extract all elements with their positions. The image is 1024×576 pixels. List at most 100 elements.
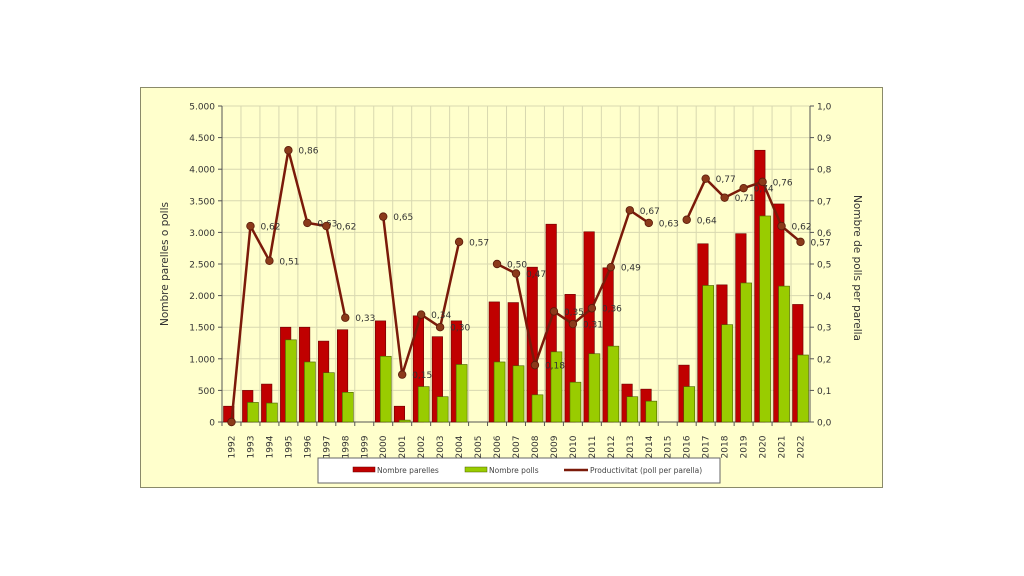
productivity-point xyxy=(246,221,255,231)
x-tick-label: 2004 xyxy=(455,435,465,458)
x-tick-label: 1992 xyxy=(227,436,237,459)
y2-tick-label: 0,7 xyxy=(817,197,831,207)
productivity-point xyxy=(644,218,653,228)
bar-polls xyxy=(531,394,544,423)
productivity-point xyxy=(284,146,293,155)
productivity-data-label: 0,65 xyxy=(393,213,413,223)
y2-tick-label: 0,9 xyxy=(817,134,832,144)
productivity-data-label: 0,35 xyxy=(564,308,584,318)
x-tick-label: 1994 xyxy=(265,435,275,458)
x-tick-label: 2017 xyxy=(702,436,712,459)
productivity-data-label: 0,18 xyxy=(545,362,565,372)
bar-polls xyxy=(512,365,525,423)
x-tick-label: 2016 xyxy=(683,435,693,458)
legend xyxy=(317,457,721,484)
productivity-point xyxy=(568,319,578,329)
x-tick-label: 2013 xyxy=(626,436,636,459)
productivity-data-label: 0,63 xyxy=(659,219,679,229)
productivity-point xyxy=(625,206,635,215)
x-tick-label: 2019 xyxy=(740,435,750,458)
productivity-data-label: 0,77 xyxy=(716,175,736,185)
x-tick-label: 2005 xyxy=(474,436,484,459)
x-tick-label: 2001 xyxy=(398,436,408,459)
y-tick-label: 4.000 xyxy=(189,166,215,176)
productivity-data-label: 0,62 xyxy=(260,223,280,233)
productivity-point xyxy=(416,310,426,319)
productivity-data-label: 0,71 xyxy=(735,194,755,204)
productivity-point xyxy=(265,256,274,266)
productivity-data-label: 0,50 xyxy=(507,261,527,271)
bar-polls xyxy=(797,354,809,423)
productivity-data-label: 0,33 xyxy=(355,314,375,324)
productivity-point xyxy=(341,313,350,322)
productivity-data-label: 0,64 xyxy=(697,216,717,226)
y-tick-label: 2.500 xyxy=(189,261,215,271)
x-tick-label: 2022 xyxy=(797,436,807,459)
x-tick-label: 2015 xyxy=(664,436,674,459)
x-tick-label: 2003 xyxy=(436,436,446,459)
productivity-point xyxy=(796,237,805,247)
bar-polls xyxy=(323,372,335,423)
productivity-point xyxy=(549,307,559,316)
y-tick-label: 4.500 xyxy=(189,134,215,144)
y-tick-label: 5.000 xyxy=(189,103,215,113)
bar-polls xyxy=(550,351,563,423)
x-tick-label: 2020 xyxy=(759,435,769,458)
productivity-point xyxy=(397,370,407,379)
x-tick-label: 2011 xyxy=(588,436,598,459)
y-tick-label: 3.500 xyxy=(189,197,215,207)
bar-polls xyxy=(379,355,392,423)
productivity-data-label: 0,67 xyxy=(640,207,660,217)
productivity-data-label: 0,15 xyxy=(412,371,432,381)
y2-tick-label: 1,0 xyxy=(817,103,832,113)
productivity-data-label: 0,47 xyxy=(526,270,546,280)
bar-polls xyxy=(645,400,658,423)
bar-polls xyxy=(455,364,468,423)
x-tick-label: 2000 xyxy=(379,435,389,458)
productivity-data-label: 0,62 xyxy=(336,223,356,233)
productivity-data-label: 0,49 xyxy=(621,264,641,274)
y2-tick-label: 0,6 xyxy=(817,229,832,239)
productivity-point xyxy=(492,259,502,269)
x-tick-label: 2021 xyxy=(778,436,788,459)
bar-polls xyxy=(285,339,297,423)
x-tick-label: 2012 xyxy=(607,436,617,459)
productivity-point xyxy=(435,323,445,332)
bar-polls xyxy=(702,285,714,423)
bar-polls xyxy=(721,324,733,423)
bar-polls xyxy=(607,345,620,423)
bar-polls xyxy=(342,391,354,423)
productivity-data-label: 0,57 xyxy=(469,238,489,248)
y-tick-label: 3.000 xyxy=(189,229,215,239)
bar-parelles xyxy=(393,405,406,423)
bar-polls xyxy=(626,396,639,423)
x-tick-label: 2002 xyxy=(417,436,427,459)
x-tick-label: 1993 xyxy=(246,436,256,459)
bar-polls xyxy=(588,353,601,423)
productivity-data-label: 0,34 xyxy=(431,311,451,321)
legend-label-polls: Nombre polls xyxy=(489,466,539,475)
productivity-point xyxy=(720,193,729,202)
y2-tick-label: 0,0 xyxy=(817,419,832,429)
x-tick-label: 2018 xyxy=(721,435,731,458)
bar-polls xyxy=(778,285,790,423)
bar-polls xyxy=(398,419,411,423)
productivity-point xyxy=(227,417,236,427)
x-tick-label: 1995 xyxy=(284,436,294,459)
x-tick-label: 1996 xyxy=(303,435,313,458)
bar-polls xyxy=(417,386,430,423)
y2-tick-label: 0,8 xyxy=(817,166,832,176)
x-tick-label: 1999 xyxy=(360,435,370,458)
x-tick-label: 2009 xyxy=(550,435,560,458)
x-tick-label: 1998 xyxy=(341,435,351,458)
productivity-data-label: 0,51 xyxy=(279,257,299,267)
productivity-point xyxy=(454,237,464,247)
legend-swatch-polls xyxy=(464,466,488,473)
bar-polls xyxy=(304,361,316,423)
y2-tick-label: 0,2 xyxy=(817,355,831,365)
productivity-point xyxy=(511,269,521,278)
productivity-data-label: 0,36 xyxy=(602,305,622,315)
y2-tick-label: 0,4 xyxy=(817,292,832,302)
productivity-point xyxy=(777,221,786,231)
